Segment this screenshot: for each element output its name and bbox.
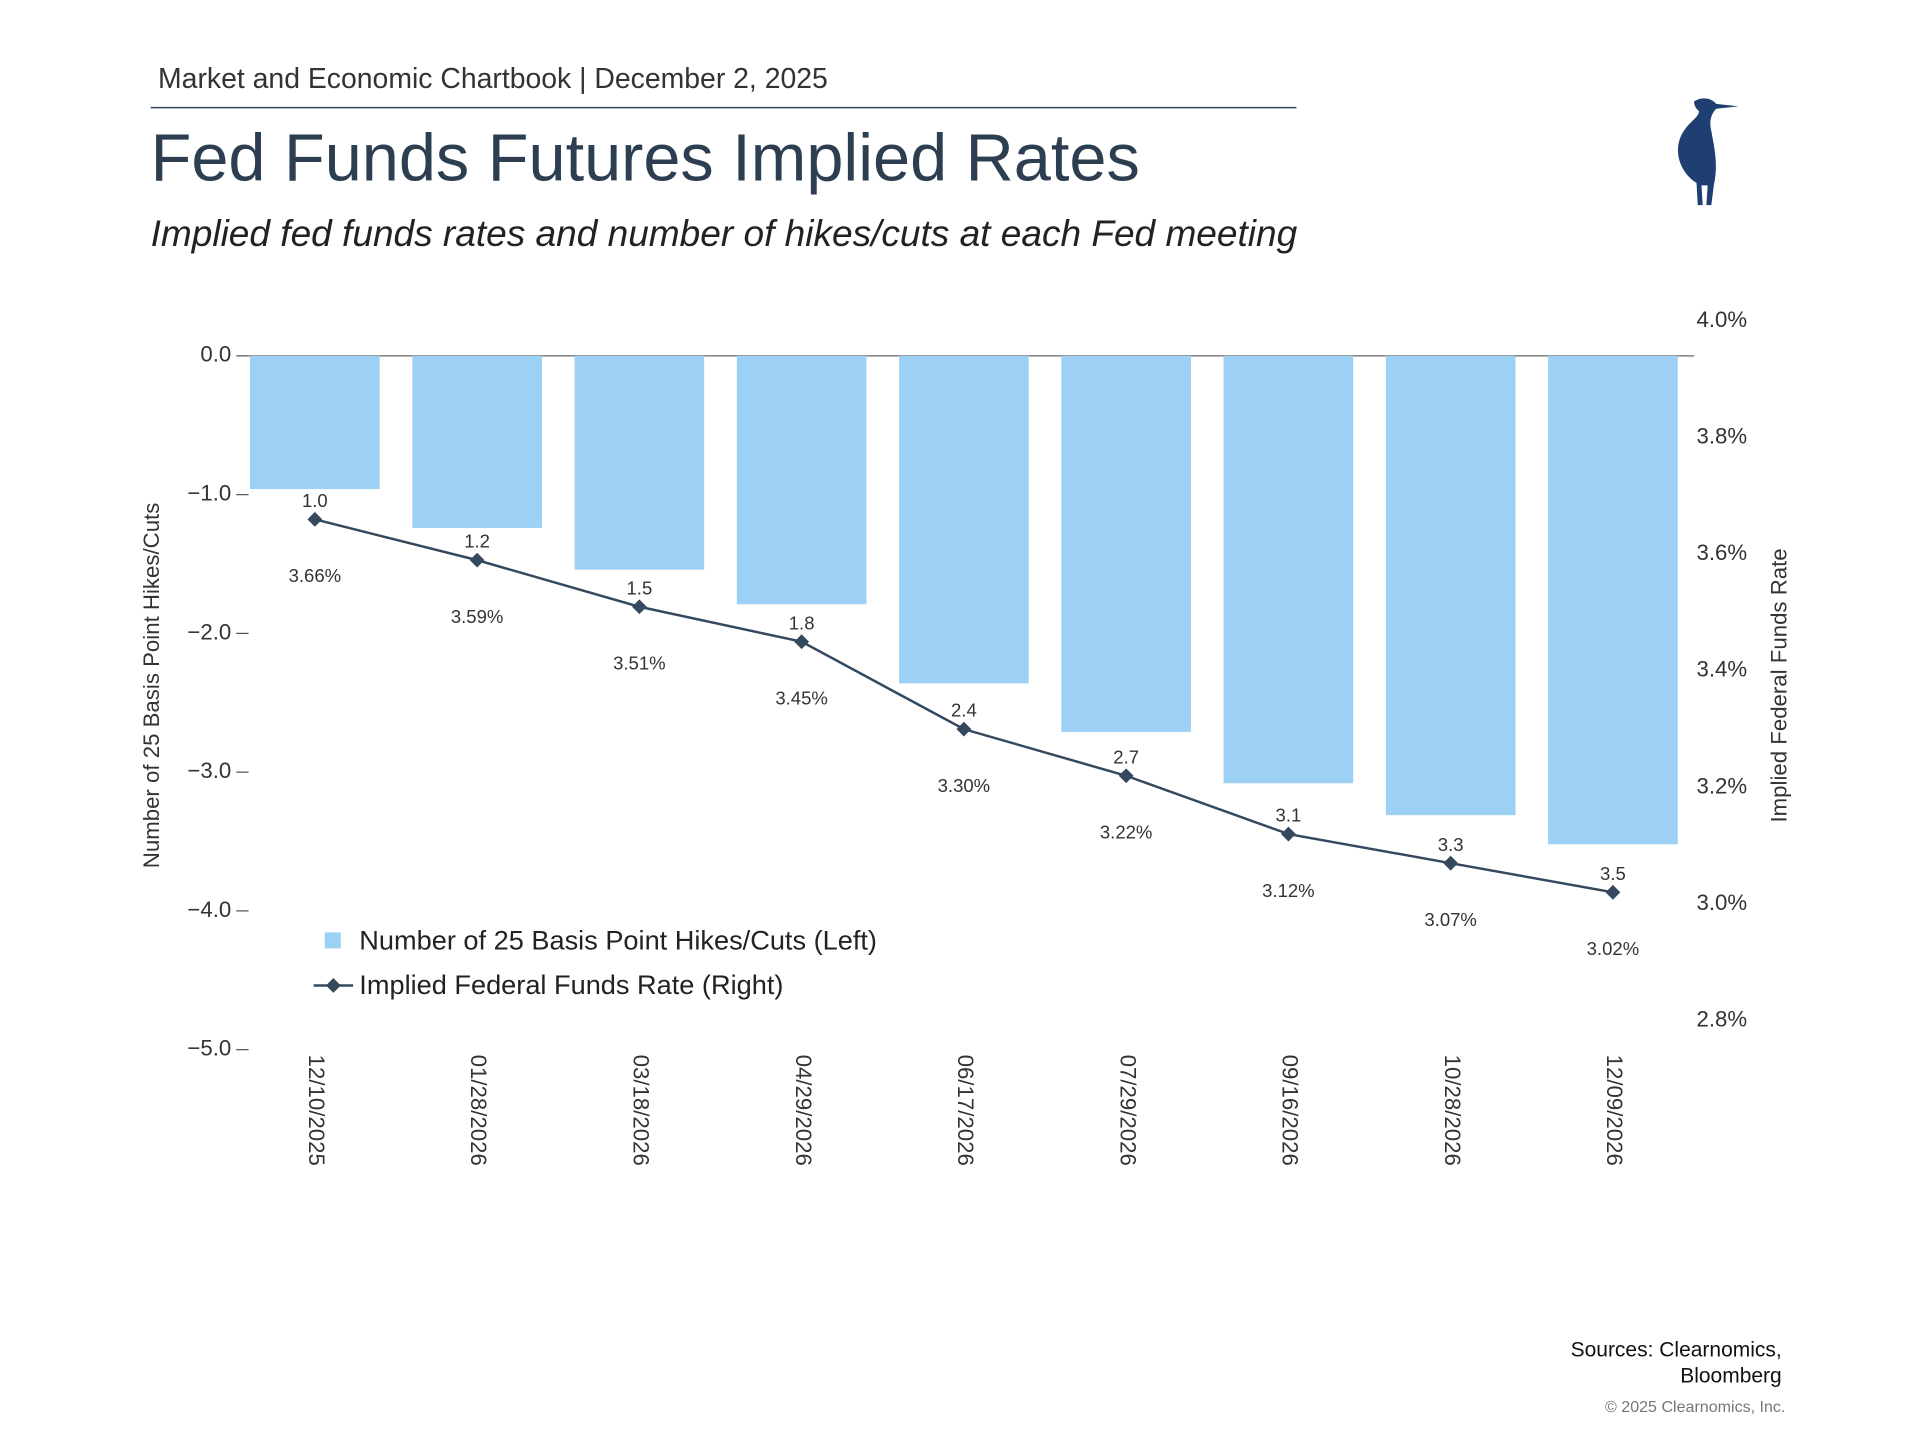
x-tick-label: 04/29/2026: [791, 1055, 816, 1166]
y-tick-label: −1.0: [187, 481, 231, 506]
data-label: 3.5: [1600, 863, 1626, 884]
data-label: 2.4: [951, 700, 977, 721]
y2-tick-label: 3.0%: [1697, 890, 1748, 915]
data-label: 3.66%: [289, 565, 342, 586]
marker: [794, 634, 810, 650]
chart-subtitle: Implied fed funds rates and number of hi…: [151, 212, 1298, 254]
x-tick-label: 09/16/2026: [1278, 1055, 1303, 1166]
data-label: 3.12%: [1262, 880, 1315, 901]
data-label: 3.1: [1276, 805, 1302, 826]
y-axis-label: Number of 25 Basis Point Hikes/Cuts: [139, 503, 164, 869]
y2-tick-label: 3.4%: [1697, 657, 1748, 682]
marker: [1280, 826, 1296, 842]
x-tick-label: 12/10/2025: [304, 1055, 329, 1166]
sources-line: Sources: Clearnomics,: [1571, 1338, 1782, 1361]
data-label: 3.22%: [1100, 822, 1153, 843]
y-tick-label: −5.0: [187, 1036, 231, 1061]
header: Market and Economic Chartbook | December…: [158, 63, 828, 95]
y2-tick-label: 3.8%: [1697, 424, 1748, 449]
marker: [1605, 884, 1621, 900]
y-tick-label: −2.0: [187, 619, 231, 644]
bar: [412, 355, 542, 528]
y-tick-label: −3.0: [187, 758, 231, 783]
bar: [1548, 355, 1678, 845]
copyright: © 2025 Clearnomics, Inc.: [1605, 1398, 1785, 1416]
legend-label: Number of 25 Basis Point Hikes/Cuts (Lef…: [359, 924, 877, 955]
legend-swatch: [324, 932, 341, 949]
x-tick-label: 01/28/2026: [466, 1055, 491, 1166]
marker: [1443, 855, 1459, 871]
data-label: 3.59%: [451, 606, 504, 627]
data-label: 3.07%: [1424, 909, 1477, 930]
data-label: 2.7: [1113, 746, 1139, 767]
x-tick-label: 03/18/2026: [629, 1055, 654, 1166]
chart-title: Fed Funds Futures Implied Rates: [151, 122, 1140, 196]
marker: [956, 721, 972, 737]
y2-tick-label: 4.0%: [1697, 307, 1748, 332]
data-label: 3.3: [1438, 834, 1464, 855]
y-tick-label: −4.0: [187, 897, 231, 922]
data-label: 1.0: [302, 490, 328, 511]
marker: [1118, 768, 1134, 784]
x-tick-label: 06/17/2026: [953, 1055, 978, 1166]
legend-label: Implied Federal Funds Rate (Right): [359, 969, 783, 1000]
marker: [307, 511, 323, 527]
marker: [631, 599, 647, 615]
marker: [469, 552, 485, 568]
bar: [736, 355, 867, 605]
y-tick-label: 0.0: [200, 342, 231, 367]
bar: [250, 355, 380, 490]
bar: [1223, 355, 1354, 784]
legend-marker: [325, 978, 341, 993]
x-tick-label: 10/28/2026: [1440, 1055, 1465, 1166]
data-label: 1.8: [789, 612, 815, 633]
y2-tick-label: 3.6%: [1697, 540, 1748, 565]
logo: [1677, 98, 1739, 206]
data-label: 1.2: [464, 531, 490, 552]
bar: [574, 355, 705, 570]
data-label: 3.45%: [775, 688, 828, 709]
x-tick-label: 07/29/2026: [1115, 1055, 1140, 1166]
data-label: 3.51%: [613, 653, 666, 674]
x-tick-label: 12/09/2026: [1602, 1055, 1627, 1166]
data-label: 1.5: [627, 577, 653, 598]
bar: [1385, 355, 1516, 816]
y2-tick-label: 3.2%: [1697, 773, 1748, 798]
bar: [899, 355, 1029, 684]
y2-tick-label: 2.8%: [1697, 1006, 1748, 1031]
sources-line: Bloomberg: [1680, 1364, 1781, 1387]
data-label: 3.30%: [938, 775, 991, 796]
y2-axis-label: Implied Federal Funds Rate: [1766, 548, 1791, 822]
data-label: 3.02%: [1587, 938, 1640, 959]
bar: [1061, 355, 1191, 732]
